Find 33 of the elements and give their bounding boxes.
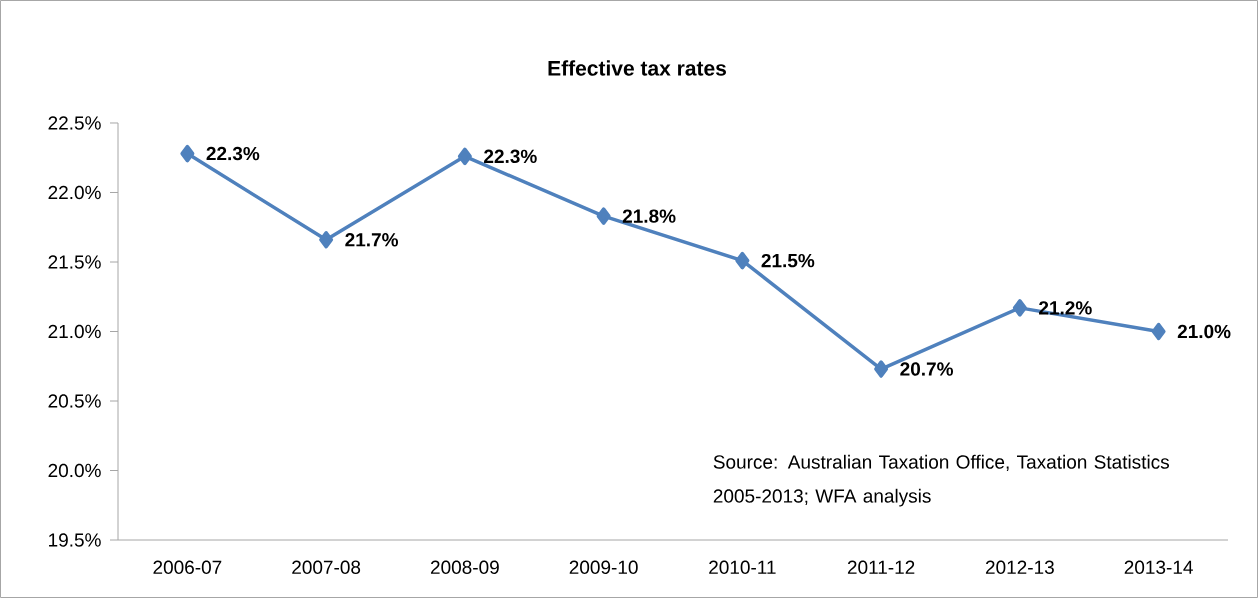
data-label: 21.5%: [761, 253, 815, 268]
y-tick-label: 21.5%: [48, 255, 101, 269]
x-tick-label: 2007-08: [292, 560, 361, 574]
data-label: 20.7%: [900, 362, 954, 376]
x-tick-label: 2006-07: [153, 560, 222, 574]
y-tick-label: 22.0%: [48, 185, 101, 200]
x-tick-label: 2008-09: [430, 560, 499, 574]
data-label: 21.0%: [1177, 324, 1231, 339]
point: [180, 144, 195, 163]
y-tick-label: 19.5%: [49, 533, 101, 547]
point: [874, 360, 889, 378]
data-label: 21.8%: [622, 209, 676, 223]
chart-title: Effective tax rates: [548, 60, 726, 76]
data-label: 21.2%: [1039, 301, 1092, 315]
data-label: 22.3%: [206, 146, 260, 161]
point: [319, 231, 334, 249]
point: [1151, 322, 1166, 341]
x-tick-label: 2012-13: [985, 560, 1054, 574]
data-label: 22.3%: [484, 149, 537, 164]
point: [735, 251, 750, 270]
annotation: Source: Australian Taxation Office, Taxation Statistics 2005-2013; WFA analysis: [713, 454, 1170, 507]
x-tick-label: 2010-11: [709, 560, 776, 574]
y-tick-label: 20.0%: [48, 463, 101, 478]
x-tick-label: 2011-12: [847, 560, 915, 574]
y-tick-label: 22.5%: [48, 116, 101, 130]
point: [596, 207, 611, 225]
y-tick-label: 21.0%: [48, 324, 101, 339]
point: [457, 147, 472, 166]
x-tick-label: 2013-14: [1124, 560, 1193, 574]
y-tick-label: 20.5%: [48, 394, 101, 408]
x-tick-label: 2009-10: [569, 560, 638, 574]
point: [1012, 299, 1027, 317]
data-label: 21.7%: [345, 233, 399, 247]
